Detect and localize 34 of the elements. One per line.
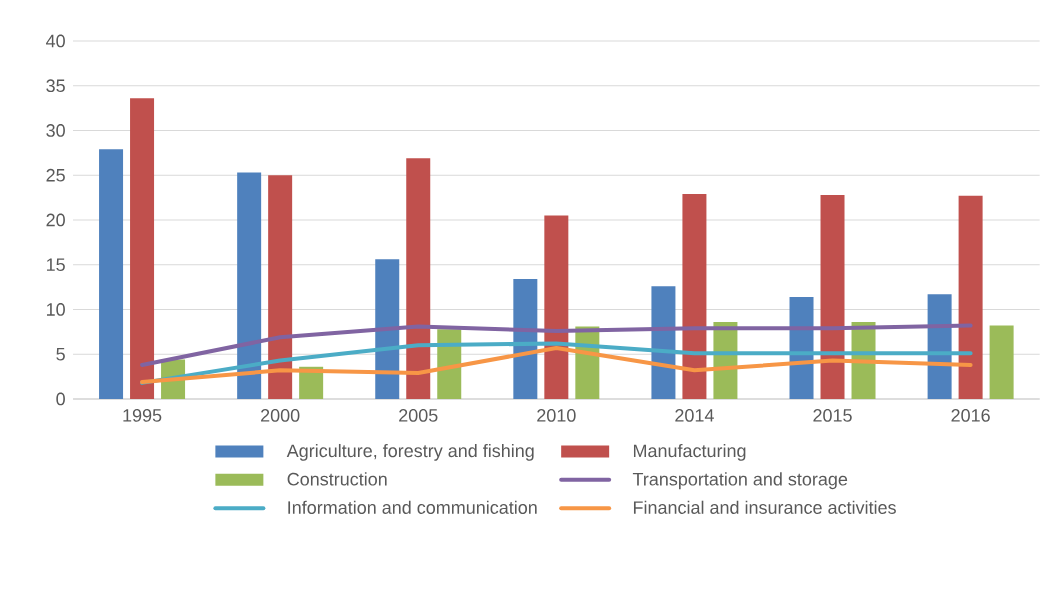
y-tick-label: 10 bbox=[46, 303, 65, 316]
x-tick-label: 2005 bbox=[399, 409, 438, 422]
x-tick-label: 1995 bbox=[123, 409, 162, 422]
y-tick-label: 40 bbox=[46, 34, 65, 48]
bar bbox=[99, 149, 124, 399]
bar bbox=[375, 259, 400, 399]
x-tick-label: 2010 bbox=[537, 409, 576, 422]
x-tick-label: 2015 bbox=[813, 409, 852, 422]
y-tick-label: 20 bbox=[46, 213, 65, 227]
legend-label: Transportation and storage bbox=[632, 472, 848, 490]
legend-label: Manufacturing bbox=[633, 443, 746, 461]
bar bbox=[268, 175, 293, 399]
y-tick-label: 25 bbox=[46, 168, 65, 182]
x-tick-label: 2016 bbox=[951, 409, 990, 422]
bar bbox=[958, 195, 983, 399]
y-tick-label: 35 bbox=[46, 79, 65, 93]
y-tick-label: 5 bbox=[56, 347, 65, 361]
bar bbox=[406, 158, 431, 399]
legend-label: Information and communication bbox=[288, 500, 537, 514]
y-tick-label: 15 bbox=[46, 258, 65, 272]
x-tick-label: 2000 bbox=[261, 409, 300, 422]
bar bbox=[820, 194, 845, 399]
line-series bbox=[140, 323, 973, 367]
y-tick-label: 30 bbox=[46, 124, 65, 137]
legend-label: Construction bbox=[287, 472, 387, 486]
bar bbox=[989, 325, 1014, 399]
legend-label: Agriculture, forestry and fishing bbox=[286, 443, 534, 461]
bar bbox=[682, 194, 707, 399]
legend-label: Financial and insurance activities bbox=[633, 500, 896, 514]
y-tick-label: 0 bbox=[56, 392, 65, 406]
x-tick-label: 2014 bbox=[675, 409, 714, 422]
bar bbox=[130, 98, 155, 399]
bar bbox=[544, 215, 569, 399]
bar bbox=[237, 172, 262, 399]
